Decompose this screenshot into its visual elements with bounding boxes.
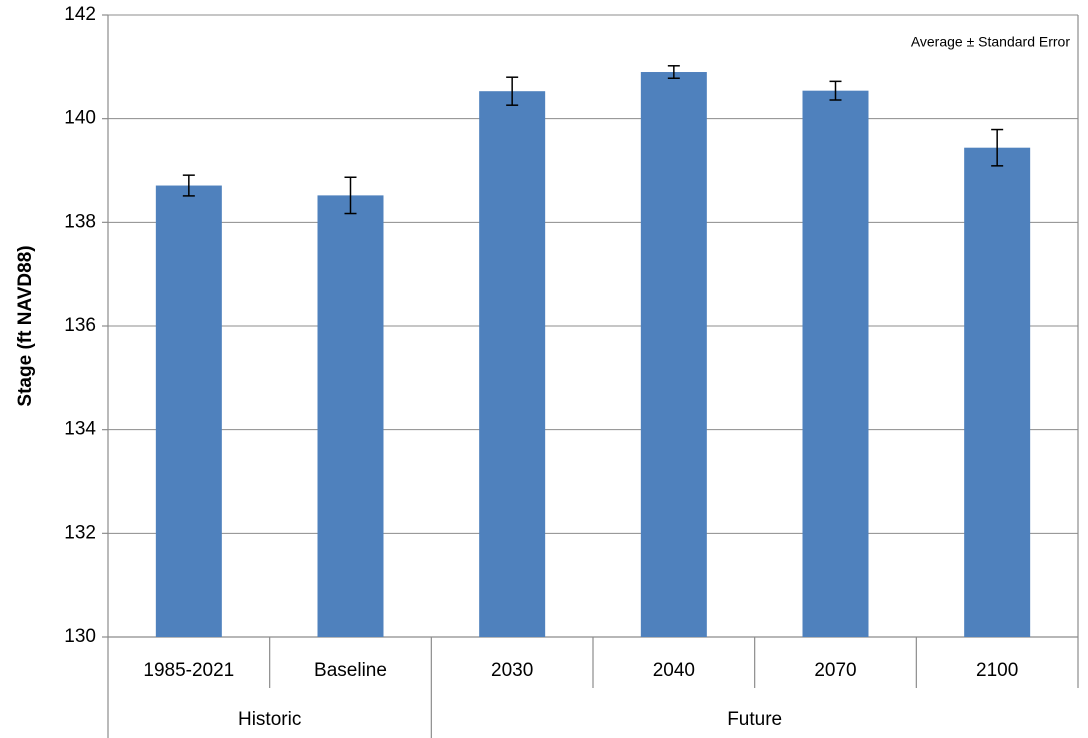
y-tick-label: 138 <box>64 211 96 232</box>
x-tick-label: 2030 <box>491 660 533 681</box>
group-label: Future <box>727 709 782 730</box>
bar <box>802 90 869 638</box>
bar <box>317 195 384 637</box>
bar <box>964 147 1031 637</box>
y-tick-label: 140 <box>64 108 96 129</box>
bar <box>155 185 222 637</box>
y-axis-label: Stage (ft NAVD88) <box>15 245 36 406</box>
x-tick-label: 2070 <box>814 660 856 681</box>
x-tick-label: 2100 <box>976 660 1018 681</box>
x-tick-label: Baseline <box>314 660 387 681</box>
error-bar <box>667 65 680 79</box>
error-bar <box>991 128 1004 167</box>
y-tick-label: 130 <box>64 626 96 647</box>
error-bar <box>344 176 357 215</box>
y-tick-label: 134 <box>64 419 96 440</box>
x-tick-label: 2040 <box>653 660 695 681</box>
error-bar <box>182 174 195 197</box>
bar <box>640 72 707 638</box>
group-label: Historic <box>238 709 301 730</box>
error-bar <box>829 80 842 101</box>
x-tick-label: 1985-2021 <box>143 660 234 681</box>
error-bar <box>506 76 519 106</box>
bar <box>479 91 546 637</box>
y-tick-label: 136 <box>64 315 96 336</box>
y-tick-label: 142 <box>64 4 96 25</box>
y-tick-label: 132 <box>64 522 96 543</box>
annotation: Average ± Standard Error <box>911 34 1071 50</box>
